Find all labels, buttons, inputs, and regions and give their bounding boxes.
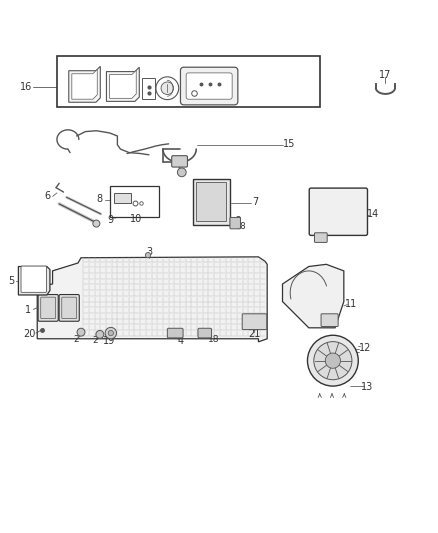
Bar: [142, 78, 155, 99]
Circle shape: [177, 168, 186, 177]
Text: 18: 18: [208, 335, 219, 344]
Text: 20: 20: [24, 329, 36, 340]
Bar: [196, 182, 226, 221]
Text: 11: 11: [345, 298, 357, 309]
Text: 10: 10: [130, 214, 142, 224]
FancyBboxPatch shape: [59, 295, 79, 321]
Polygon shape: [72, 69, 97, 99]
Text: 2: 2: [93, 336, 98, 345]
Bar: [114, 193, 131, 203]
Text: 3: 3: [146, 247, 152, 257]
Bar: [110, 186, 159, 217]
FancyBboxPatch shape: [38, 295, 58, 321]
Polygon shape: [283, 264, 344, 328]
FancyBboxPatch shape: [309, 188, 367, 236]
Text: 5: 5: [8, 276, 14, 286]
Polygon shape: [18, 266, 50, 295]
FancyBboxPatch shape: [21, 266, 46, 292]
Circle shape: [96, 330, 104, 338]
Polygon shape: [110, 70, 136, 98]
Bar: [193, 179, 230, 225]
Text: 12: 12: [359, 343, 371, 352]
Text: 4: 4: [177, 336, 184, 346]
FancyBboxPatch shape: [172, 156, 187, 167]
FancyBboxPatch shape: [230, 217, 240, 229]
Circle shape: [156, 77, 179, 100]
Text: 2: 2: [74, 335, 79, 344]
Text: 7: 7: [252, 197, 258, 207]
FancyBboxPatch shape: [180, 67, 238, 105]
Bar: [57, 56, 320, 107]
Circle shape: [108, 330, 113, 336]
FancyBboxPatch shape: [41, 297, 56, 319]
FancyBboxPatch shape: [198, 328, 212, 338]
Polygon shape: [69, 66, 100, 102]
Circle shape: [77, 328, 85, 336]
Polygon shape: [106, 67, 139, 101]
Circle shape: [93, 220, 100, 227]
Text: 2: 2: [236, 216, 241, 225]
Text: 18: 18: [235, 222, 245, 231]
Text: 19: 19: [103, 336, 116, 346]
FancyBboxPatch shape: [186, 73, 232, 99]
FancyBboxPatch shape: [167, 328, 183, 338]
Text: 6: 6: [44, 191, 50, 201]
Text: 8: 8: [97, 193, 103, 204]
Circle shape: [307, 335, 358, 386]
Circle shape: [325, 353, 340, 368]
FancyBboxPatch shape: [314, 233, 327, 243]
Circle shape: [314, 342, 352, 379]
Text: 13: 13: [361, 382, 373, 392]
Text: 16: 16: [20, 82, 32, 92]
Text: 15: 15: [283, 139, 295, 149]
Text: 9: 9: [107, 215, 113, 224]
Text: 17: 17: [379, 70, 392, 79]
FancyBboxPatch shape: [321, 314, 338, 327]
FancyBboxPatch shape: [62, 297, 77, 319]
Text: 21: 21: [248, 329, 261, 339]
Circle shape: [105, 327, 117, 339]
Text: 1: 1: [25, 305, 32, 316]
Circle shape: [161, 82, 173, 94]
Polygon shape: [37, 257, 267, 342]
FancyBboxPatch shape: [242, 314, 267, 329]
Circle shape: [145, 253, 151, 258]
Text: 14: 14: [367, 209, 379, 219]
